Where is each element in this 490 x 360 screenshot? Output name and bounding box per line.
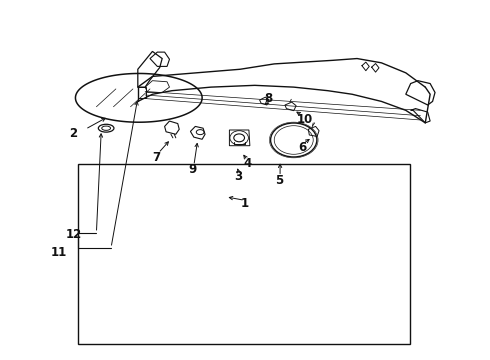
Text: 9: 9: [188, 163, 196, 176]
Text: 6: 6: [298, 141, 307, 154]
Text: 2: 2: [70, 127, 77, 140]
Text: 8: 8: [264, 92, 272, 105]
Text: 3: 3: [235, 170, 243, 183]
Text: 5: 5: [275, 174, 283, 186]
Text: 12: 12: [65, 228, 82, 241]
Text: 11: 11: [51, 246, 67, 258]
Text: 7: 7: [152, 151, 160, 164]
Text: 4: 4: [244, 157, 251, 170]
Text: 10: 10: [297, 113, 313, 126]
Bar: [78, 164, 410, 344]
Text: 1: 1: [241, 197, 249, 210]
